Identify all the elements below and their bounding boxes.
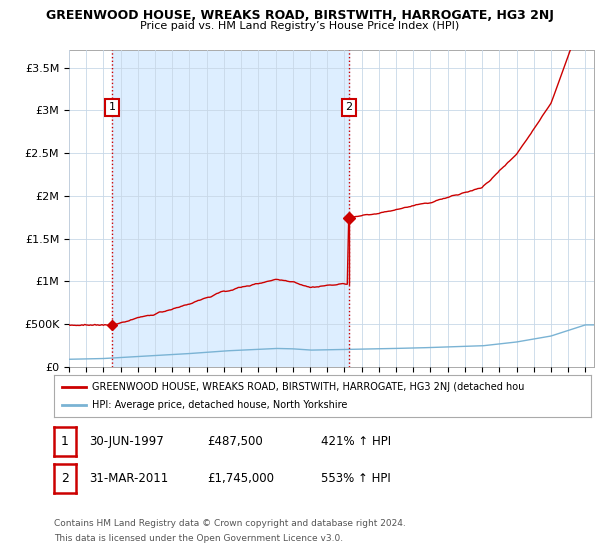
Text: 421% ↑ HPI: 421% ↑ HPI — [321, 435, 391, 449]
Text: £1,745,000: £1,745,000 — [207, 472, 274, 485]
Text: 30-JUN-1997: 30-JUN-1997 — [89, 435, 164, 449]
Text: 1: 1 — [109, 102, 115, 113]
Text: GREENWOOD HOUSE, WREAKS ROAD, BIRSTWITH, HARROGATE, HG3 2NJ: GREENWOOD HOUSE, WREAKS ROAD, BIRSTWITH,… — [46, 9, 554, 22]
Text: £487,500: £487,500 — [207, 435, 263, 449]
Text: 1: 1 — [61, 435, 69, 449]
Text: 2: 2 — [345, 102, 352, 113]
Text: HPI: Average price, detached house, North Yorkshire: HPI: Average price, detached house, Nort… — [92, 400, 347, 410]
Text: 553% ↑ HPI: 553% ↑ HPI — [321, 472, 391, 485]
Text: GREENWOOD HOUSE, WREAKS ROAD, BIRSTWITH, HARROGATE, HG3 2NJ (detached hou: GREENWOOD HOUSE, WREAKS ROAD, BIRSTWITH,… — [92, 382, 524, 392]
Text: 31-MAR-2011: 31-MAR-2011 — [89, 472, 168, 485]
Text: Price paid vs. HM Land Registry’s House Price Index (HPI): Price paid vs. HM Land Registry’s House … — [140, 21, 460, 31]
Text: 2: 2 — [61, 472, 69, 485]
Text: This data is licensed under the Open Government Licence v3.0.: This data is licensed under the Open Gov… — [54, 534, 343, 543]
Bar — [112, 50, 349, 367]
Text: Contains HM Land Registry data © Crown copyright and database right 2024.: Contains HM Land Registry data © Crown c… — [54, 519, 406, 528]
